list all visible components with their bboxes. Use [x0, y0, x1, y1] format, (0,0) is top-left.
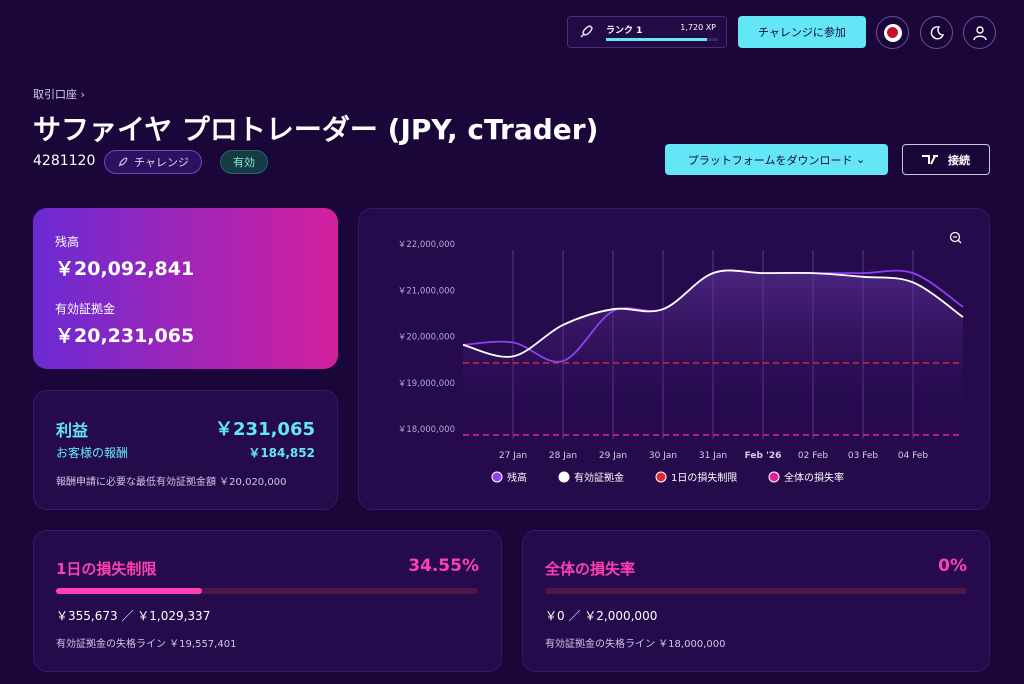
xp-track: [606, 38, 718, 41]
zoom-icon[interactable]: [949, 231, 962, 244]
x-tick-label: 03 Feb: [848, 451, 879, 461]
loss-line: 有効証拠金の失格ライン ￥19,557,401: [56, 639, 237, 650]
legend-swatch: [768, 471, 780, 483]
breadcrumb-text[interactable]: 取引口座: [33, 88, 77, 101]
progress-track: [56, 588, 478, 594]
legend-swatch: [558, 471, 570, 483]
legend-label: 全体の損失率: [784, 471, 844, 484]
y-tick-label: ￥22,000,000: [398, 240, 455, 250]
loss-line: 有効証拠金の失格ライン ￥18,000,000: [545, 639, 726, 650]
rank-box: ランク 1 1,720 XP: [567, 16, 727, 48]
chart-card: ￥18,000,000 ￥19,000,000 ￥20,000,000 ￥21,000…: [358, 208, 990, 510]
download-text[interactable]: プラットフォームをダウンロード: [687, 153, 853, 167]
connect-button[interactable]: 接続: [902, 144, 990, 175]
total-loss-card: 全体の損失率 0% ￥0 ／ ￥2,000,000 有効証拠金の失格ライン ￥18,0…: [522, 530, 990, 672]
loss-amounts: ￥355,673 ／ ￥1,029,337: [56, 609, 211, 623]
x-tick-label: 02 Feb: [798, 451, 829, 461]
flag-button[interactable]: [876, 16, 909, 49]
progress-bar: [56, 588, 202, 594]
x-tick-label: 27 Jan: [499, 451, 527, 461]
y-tick-label: ￥20,000,000: [398, 333, 455, 343]
legend-label: 残高: [507, 471, 527, 484]
chart: ￥18,000,000 ￥19,000,000 ￥20,000,000 ￥21,000…: [398, 231, 964, 484]
connect-text[interactable]: 接続: [948, 153, 970, 167]
x-tick-label: 28 Jan: [549, 451, 577, 461]
loss-amounts: ￥0 ／ ￥2,000,000: [545, 609, 658, 623]
x-tick-label: 30 Jan: [649, 451, 677, 461]
reward-value: ￥184,852: [248, 446, 315, 460]
rocket-icon: [580, 25, 593, 38]
xp-fill: [606, 38, 707, 41]
breadcrumb[interactable]: 取引口座 ›: [33, 88, 85, 101]
equity-label: 有効証拠金: [55, 302, 116, 316]
page-title: サファイヤ プロトレーダー (JPY, cTrader): [33, 113, 599, 146]
legend-swatch: [491, 471, 503, 483]
equity-value: ￥20,231,065: [55, 325, 195, 347]
profit-value: ￥231,065: [215, 419, 315, 440]
x-tick-label: 04 Feb: [898, 451, 929, 461]
xp: 1,720 XP: [680, 23, 716, 32]
loss-percent: 34.55%: [408, 556, 479, 576]
loss-percent: 0%: [938, 556, 967, 576]
balance-value: ￥20,092,841: [55, 258, 195, 280]
y-tick-label: ￥21,000,000: [398, 286, 455, 296]
profit-card: 利益 ￥231,065 お客様の報酬 ￥184,852 報酬申請に必要な最低有効…: [33, 390, 338, 510]
x-tick-label: 31 Jan: [699, 451, 727, 461]
balance-card: 残高 ￥20,092,841 有効証拠金 ￥20,231,065: [33, 208, 338, 369]
legend-label: 有効証拠金: [574, 471, 624, 484]
join-button[interactable]: チャレンジに参加: [738, 16, 866, 48]
x-tick-label: Feb '26: [745, 451, 782, 461]
y-tick-label: ￥18,000,000: [398, 425, 455, 435]
reward-label: お客様の報酬: [56, 446, 129, 460]
tag-text: チャレンジ: [134, 156, 189, 169]
progress-track: [545, 588, 967, 594]
user-button[interactable]: [963, 16, 996, 49]
balance-label: 残高: [55, 235, 80, 249]
challenge-tag: チャレンジ: [104, 150, 202, 174]
loss-title: 全体の損失率: [545, 560, 636, 578]
profit-note: 報酬申請に必要な最低有効証拠金額 ￥20,020,000: [56, 477, 287, 488]
legend-label: 1日の損失制限: [671, 471, 737, 484]
legend-swatch: [655, 471, 667, 483]
equity-area: [463, 270, 963, 435]
download-button[interactable]: プラットフォームをダウンロード ⌄: [665, 144, 888, 175]
theme-button[interactable]: [920, 16, 953, 49]
active-tag: 有効: [220, 150, 268, 174]
profit-label: 利益: [56, 421, 89, 440]
x-tick-label: 29 Jan: [599, 451, 627, 461]
y-tick-label: ￥19,000,000: [398, 379, 455, 389]
daily-loss-card: 1日の損失制限 34.55% ￥355,673 ／ ￥1,029,337 有効証拠金の…: [33, 530, 502, 672]
rank: ランク 1: [606, 26, 643, 36]
loss-title: 1日の損失制限: [56, 560, 157, 578]
account-id: 4281120: [33, 153, 96, 169]
series-line: [462, 269, 964, 358]
tag-text: 有効: [233, 156, 255, 169]
